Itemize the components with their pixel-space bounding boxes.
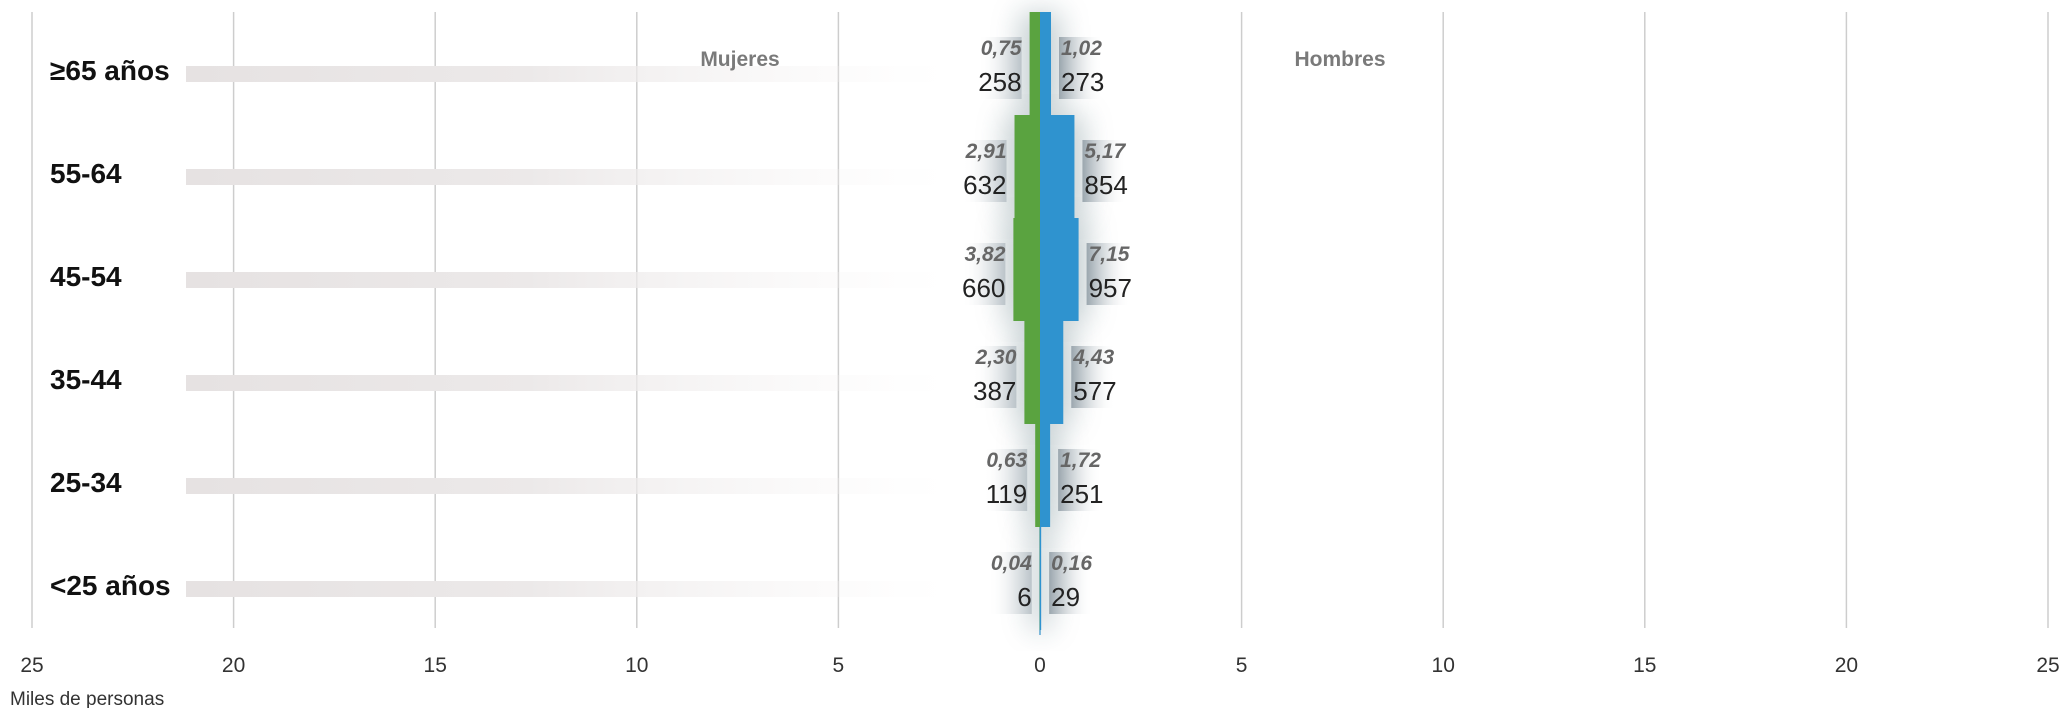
x-tick-label: 15 xyxy=(424,654,447,677)
bar-mujeres xyxy=(1015,115,1040,218)
x-tick-label: 10 xyxy=(625,654,648,677)
value-label-hombres: 251 xyxy=(1060,479,1103,509)
value-label-mujeres: 632 xyxy=(963,170,1006,200)
bar-mujeres xyxy=(1024,321,1040,424)
pct-label-mujeres: 0,75 xyxy=(981,37,1022,60)
age-group-label: 25-34 xyxy=(50,467,122,498)
bar-hombres xyxy=(1040,218,1079,321)
x-tick-label: 20 xyxy=(222,654,245,677)
category-track xyxy=(186,375,946,391)
bar-mujeres xyxy=(1030,12,1040,115)
category-track xyxy=(186,581,946,597)
pct-label-mujeres: 2,91 xyxy=(965,140,1007,163)
x-tick-label: 5 xyxy=(833,654,845,677)
value-label-hombres: 957 xyxy=(1089,273,1132,303)
age-group-label: ≥65 años xyxy=(50,55,170,86)
x-tick-label: 10 xyxy=(1432,654,1455,677)
pct-label-mujeres: 2,30 xyxy=(975,346,1017,369)
legend-mujeres: Mujeres xyxy=(700,48,779,71)
axis-unit-label: Miles de personas xyxy=(10,689,164,708)
bar-hombres xyxy=(1040,527,1041,630)
x-tick-label: 5 xyxy=(1236,654,1248,677)
value-label-mujeres: 119 xyxy=(986,479,1027,509)
bar-hombres xyxy=(1040,424,1050,527)
pct-label-hombres: 1,02 xyxy=(1061,37,1102,60)
category-track xyxy=(186,478,946,494)
value-label-hombres: 854 xyxy=(1084,170,1127,200)
value-label-hombres: 273 xyxy=(1061,67,1104,97)
x-tick-label: 25 xyxy=(2036,654,2059,677)
pct-label-hombres: 7,15 xyxy=(1089,243,1130,266)
bar-mujeres xyxy=(1035,424,1040,527)
age-group-label: 35-44 xyxy=(50,364,122,395)
pct-label-mujeres: 0,04 xyxy=(991,552,1032,575)
x-tick-label: 0 xyxy=(1034,654,1046,677)
pct-label-hombres: 5,17 xyxy=(1084,140,1126,163)
bar-hombres xyxy=(1040,115,1074,218)
category-track xyxy=(186,66,946,82)
pct-label-hombres: 4,43 xyxy=(1072,346,1114,369)
value-label-mujeres: 387 xyxy=(973,376,1016,406)
pct-label-mujeres: 3,82 xyxy=(965,243,1006,266)
age-group-label: 45-54 xyxy=(50,261,122,292)
value-label-mujeres: 6 xyxy=(1017,582,1031,612)
value-label-mujeres: 258 xyxy=(978,67,1021,97)
age-group-label: 55-64 xyxy=(50,158,122,189)
pct-label-hombres: 0,16 xyxy=(1051,552,1092,575)
pct-label-hombres: 1,72 xyxy=(1060,449,1101,472)
bar-hombres xyxy=(1040,321,1063,424)
bar-mujeres xyxy=(1013,218,1040,321)
x-tick-label: 25 xyxy=(20,654,43,677)
bar-hombres xyxy=(1040,12,1051,115)
legend-hombres: Hombres xyxy=(1294,48,1385,71)
category-track xyxy=(186,169,946,185)
value-label-mujeres: 660 xyxy=(962,273,1005,303)
x-tick-label: 20 xyxy=(1835,654,1858,677)
x-tick-label: 15 xyxy=(1633,654,1656,677)
value-label-hombres: 29 xyxy=(1051,582,1080,612)
age-group-label: <25 años xyxy=(50,570,171,601)
pct-label-mujeres: 0,63 xyxy=(986,449,1027,472)
category-track xyxy=(186,272,946,288)
category-tracks xyxy=(186,66,946,597)
value-label-hombres: 577 xyxy=(1073,376,1116,406)
